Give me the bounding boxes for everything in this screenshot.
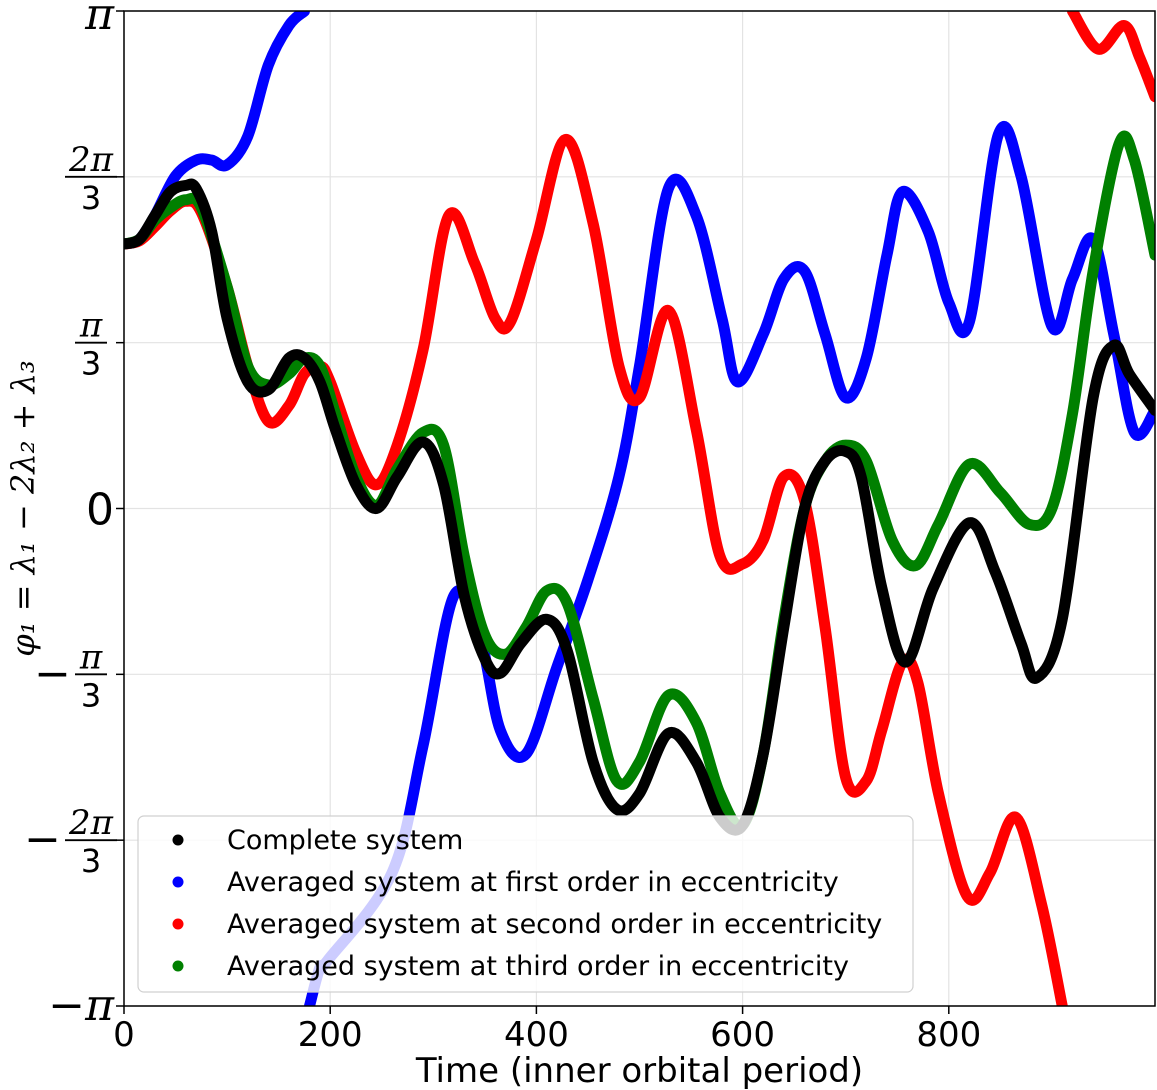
y-axis-label: φ₁ = λ₁ − 2λ₂ + λ₃ <box>4 360 42 656</box>
y-tick-label: 0 <box>86 485 114 536</box>
y-tick-numerator: π <box>79 637 103 677</box>
x-tick-label: 200 <box>298 1015 363 1055</box>
y-tick-numerator: 2π <box>68 803 114 843</box>
x-axis-label: Time (inner orbital period) <box>415 1051 863 1090</box>
series-line <box>124 178 1155 836</box>
legend-marker <box>172 876 184 888</box>
series-line <box>124 11 310 250</box>
series-line <box>124 130 1155 832</box>
series-layer <box>124 11 1155 1006</box>
y-tick-fraction: 2π3 <box>65 140 117 217</box>
y-tick-numerator: π <box>79 306 103 346</box>
y-tick-fraction: π3− <box>34 637 107 714</box>
legend-box <box>137 815 914 993</box>
y-tick-denominator: 3 <box>81 345 101 383</box>
legend-entry: Complete system <box>227 825 463 856</box>
y-tick-numerator: 2π <box>68 140 114 180</box>
series-0 <box>124 178 1155 836</box>
y-tick-denominator: 3 <box>81 842 101 880</box>
y-tick-label: π <box>84 0 115 40</box>
legend-marker <box>172 960 184 972</box>
legend-entry: Averaged system at first order in eccent… <box>227 867 839 898</box>
legend-marker <box>172 834 184 846</box>
x-axis-ticks: 0 200 400 600 800 <box>113 1006 981 1055</box>
legend-marker <box>172 918 184 930</box>
legend-entry: Averaged system at second order in eccen… <box>227 909 882 940</box>
y-tick-denominator: 3 <box>81 179 101 217</box>
x-tick-label: 0 <box>113 1015 135 1055</box>
y-tick-fraction: π3 <box>75 306 107 383</box>
y-tick-sign: − <box>24 814 61 865</box>
y-tick-label: −π <box>48 980 115 1031</box>
y-tick-fraction: 2π3− <box>24 803 117 880</box>
series-3 <box>124 130 1155 832</box>
legend-entry: Averaged system at third order in eccent… <box>227 951 849 982</box>
x-tick-label: 600 <box>710 1015 775 1055</box>
x-tick-label: 400 <box>504 1015 569 1055</box>
y-tick-denominator: 3 <box>81 676 101 714</box>
series-line <box>1067 11 1155 103</box>
x-tick-label: 800 <box>916 1015 981 1055</box>
legend: Complete system Averaged system at first … <box>137 815 914 993</box>
y-tick-sign: − <box>34 648 71 699</box>
